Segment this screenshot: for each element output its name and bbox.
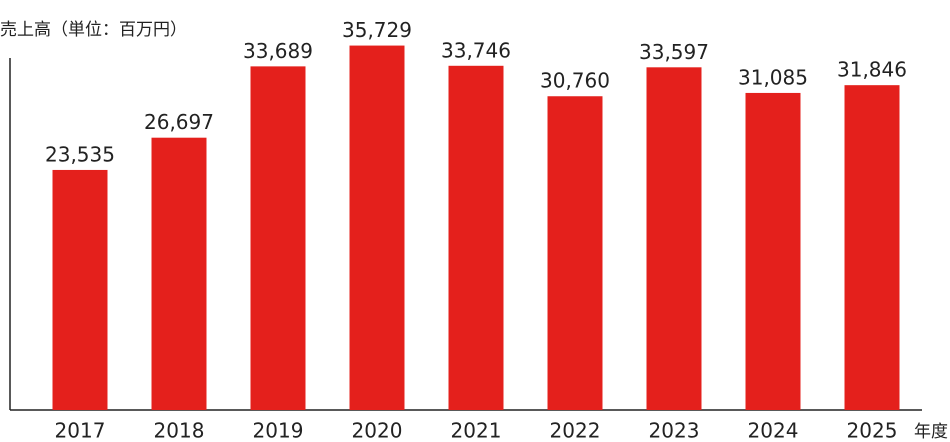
value-label: 33,746 [441,38,511,62]
x-tick-label: 2025 [847,419,898,442]
bar [745,92,801,411]
value-label: 23,535 [45,142,115,166]
x-tick-label: 2023 [649,419,700,442]
bar [547,96,603,411]
x-axis-label: 年度 [914,422,948,442]
value-label: 30,760 [540,69,610,93]
x-tick-label: 2020 [352,419,403,442]
bar [151,137,207,410]
x-tick-label: 2024 [748,419,799,442]
bar [448,65,504,410]
chart-title: 売上高（単位：百万円） [0,20,187,40]
x-tick-label: 2019 [253,419,304,442]
bar [844,85,900,410]
bar [646,67,702,410]
value-label: 26,697 [144,110,214,134]
bar [250,66,306,411]
value-label: 31,846 [837,58,907,82]
x-tick-label: 2018 [154,419,205,442]
x-tick-label: 2021 [451,419,502,442]
x-tick-label: 2017 [55,419,106,442]
value-label: 33,689 [243,39,313,63]
x-tick-label: 2022 [550,419,601,442]
bar [52,169,108,410]
value-label: 31,085 [738,65,808,89]
bar [349,45,405,410]
value-label: 35,729 [342,18,412,42]
value-label: 33,597 [639,40,709,64]
